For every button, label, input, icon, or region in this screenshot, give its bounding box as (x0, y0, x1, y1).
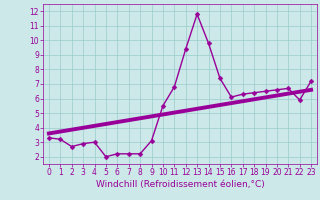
X-axis label: Windchill (Refroidissement éolien,°C): Windchill (Refroidissement éolien,°C) (96, 180, 264, 189)
